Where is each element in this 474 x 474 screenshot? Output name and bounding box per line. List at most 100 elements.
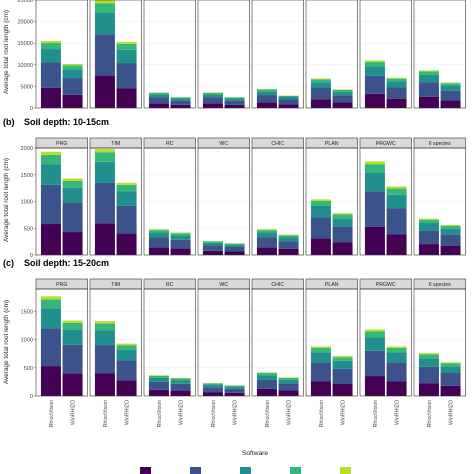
- bar-segment: [148, 97, 169, 104]
- legend-swatch: [340, 467, 351, 474]
- y-tick-label: 0: [30, 253, 33, 259]
- bar-segment: [256, 95, 277, 103]
- bar-segment: [418, 70, 439, 72]
- bar-segment: [202, 250, 223, 255]
- bar-segment: [94, 12, 115, 35]
- y-tick-label: 1500: [21, 310, 33, 316]
- bar-segment: [310, 206, 331, 218]
- bar-segment: [116, 233, 137, 255]
- facet-frame: [359, 288, 412, 397]
- bar-segment: [224, 251, 245, 255]
- bar-segment: [116, 349, 137, 361]
- bar-segment: [278, 234, 299, 236]
- bar-segment: [386, 81, 407, 88]
- facet-frame: [305, 288, 358, 397]
- facet-background: [198, 289, 250, 396]
- bar-segment: [170, 98, 191, 101]
- bar-segment: [148, 375, 169, 378]
- bar-segment: [116, 345, 137, 350]
- bar-segment: [332, 89, 353, 90]
- bar-segment: [256, 379, 277, 389]
- bar-segment: [386, 234, 407, 255]
- y-tick-label: 1500: [21, 173, 33, 179]
- bar-segment: [116, 360, 137, 381]
- bar-segment: [148, 389, 169, 396]
- bar-segment: [170, 97, 191, 99]
- bar-segment: [224, 246, 245, 252]
- bar-segment: [256, 373, 277, 376]
- bar-segment: [278, 99, 299, 105]
- bar-segment: [418, 366, 439, 384]
- facet-label: PRGWC: [376, 282, 396, 288]
- bar-segment: [364, 61, 385, 67]
- facet-frame: [143, 288, 196, 397]
- y-axis-label: Average total root length (cm): [3, 300, 10, 384]
- x-tick-label: WinRHIZO: [341, 400, 347, 425]
- bar-segment: [310, 217, 331, 239]
- bar-segment: [364, 226, 385, 255]
- bar-segment: [202, 245, 223, 251]
- bar-segment: [332, 226, 353, 243]
- bar-segment: [418, 383, 439, 396]
- bar-segment: [386, 381, 407, 396]
- bar-segment: [440, 362, 461, 364]
- bar-segment: [364, 329, 385, 332]
- bar-segment: [40, 151, 61, 155]
- facet-frame: [35, 147, 88, 256]
- bar-segment: [116, 182, 137, 185]
- facet-frame: [359, 147, 412, 256]
- bar-segment: [364, 161, 385, 165]
- bar-segment: [386, 352, 407, 363]
- bar-segment: [116, 88, 137, 108]
- x-tick-label: RhizoVision: [211, 400, 217, 427]
- bar-segment: [364, 350, 385, 377]
- bar-segment: [364, 331, 385, 338]
- bar-segment: [224, 386, 245, 389]
- x-tick-label: WinRHIZO: [71, 400, 77, 425]
- y-axis-label: Average total root length (cm): [3, 158, 10, 242]
- bar-segment: [116, 205, 137, 234]
- facet-label: RC: [166, 282, 174, 288]
- bar-segment: [148, 381, 169, 390]
- bar-segment: [418, 218, 439, 220]
- bar-segment: [332, 242, 353, 255]
- bar-segment: [310, 362, 331, 382]
- bar-segment: [224, 100, 245, 105]
- bar-segment: [310, 347, 331, 353]
- facet-frame: [89, 288, 142, 397]
- bar-segment: [310, 346, 331, 348]
- facet-label: RC: [166, 141, 174, 147]
- facet-label: TIM: [111, 282, 120, 288]
- bar-segment: [278, 237, 299, 242]
- facet-label: CHIC: [271, 141, 284, 147]
- bar-segment: [440, 366, 461, 374]
- facet-label: PLAN: [325, 282, 339, 288]
- bar-segment: [278, 235, 299, 238]
- bar-segment: [94, 223, 115, 255]
- bar-segment: [62, 373, 83, 396]
- bar-segment: [310, 88, 331, 100]
- bar-segment: [440, 225, 461, 226]
- bar-segment: [440, 85, 461, 91]
- y-tick-label: 0: [30, 106, 33, 112]
- bar-segment: [94, 330, 115, 346]
- bar-segment: [418, 222, 439, 231]
- panel-tag: (c): [3, 258, 14, 268]
- y-tick-label: 10000: [17, 63, 33, 69]
- bar-segment: [332, 357, 353, 361]
- bar-segment: [224, 104, 245, 108]
- bar-segment: [256, 229, 277, 231]
- legend-swatch: [290, 467, 301, 474]
- panel-title: Soil depth: 10-15cm: [24, 117, 109, 127]
- bar-segment: [94, 345, 115, 374]
- bar-segment: [364, 172, 385, 192]
- bar-segment: [94, 321, 115, 324]
- facet-frame: [197, 0, 250, 109]
- x-tick-label: WinRHIZO: [395, 400, 401, 425]
- bar-segment: [364, 164, 385, 173]
- bar-segment: [364, 191, 385, 227]
- bar-segment: [256, 247, 277, 255]
- bar-segment: [170, 235, 191, 240]
- y-tick-label: 500: [24, 366, 33, 372]
- bar-segment: [418, 354, 439, 359]
